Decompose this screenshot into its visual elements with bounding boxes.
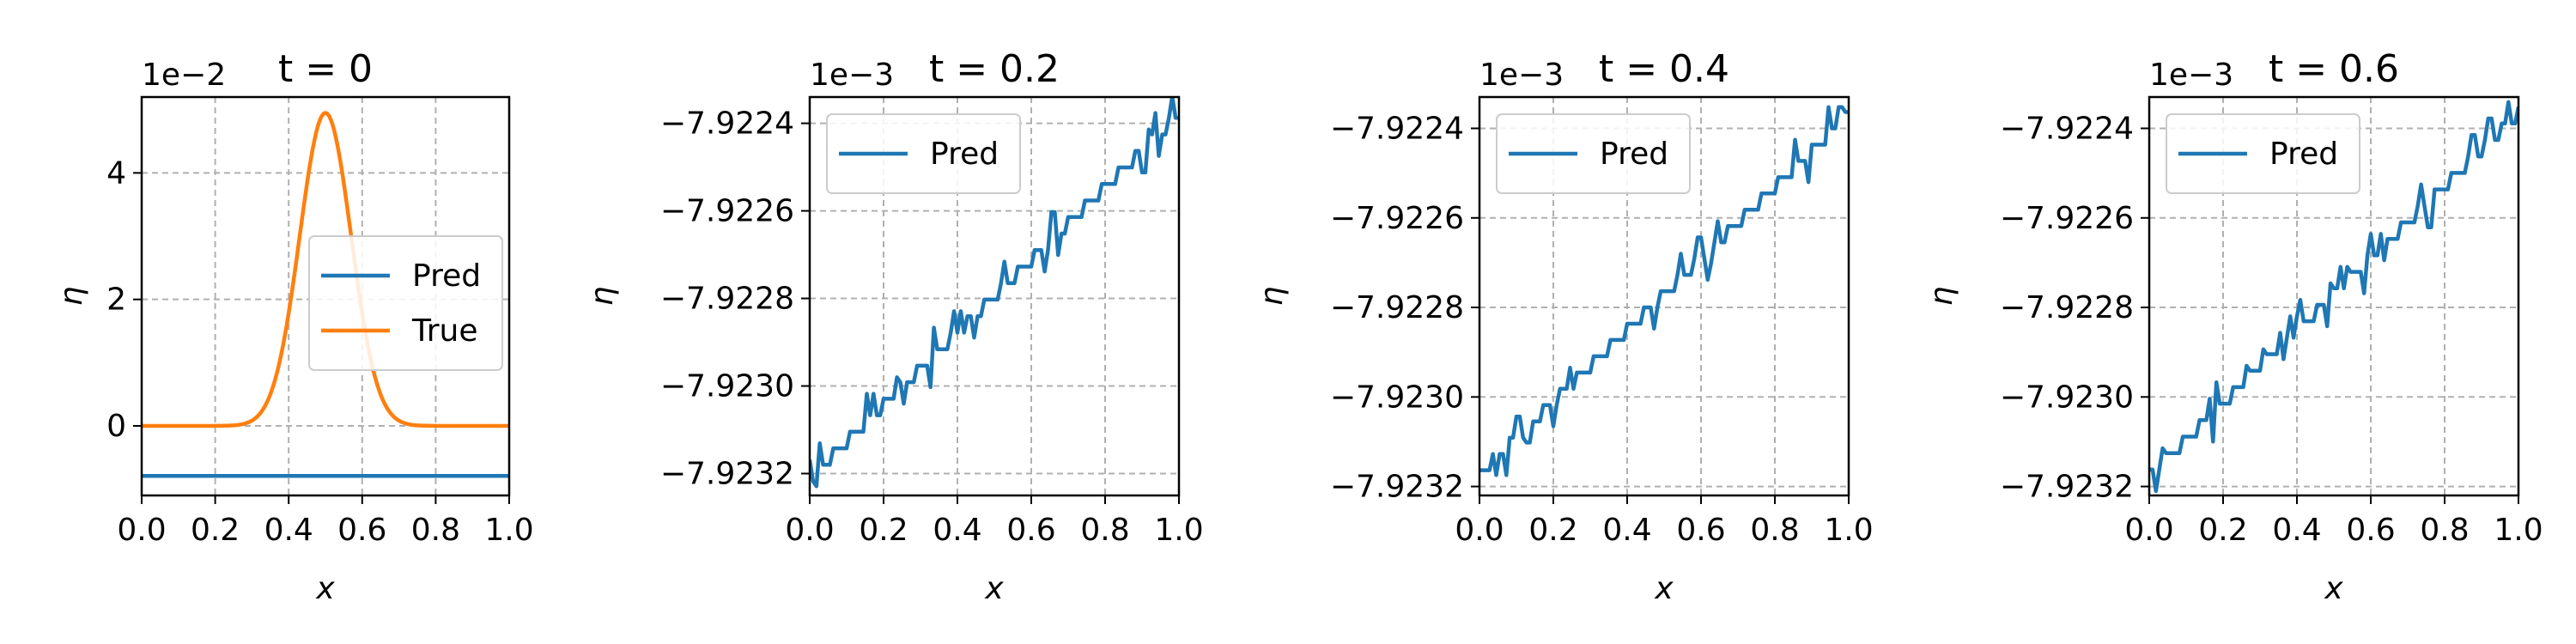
legend-box xyxy=(1496,113,1691,194)
x-axis-label: x xyxy=(1654,571,1674,606)
legend-label: Pred xyxy=(1600,137,1668,172)
x-tick-label: 0.4 xyxy=(1602,513,1651,548)
series-line-pred xyxy=(810,97,1179,489)
chart-title: t = 0.4 xyxy=(1599,47,1729,91)
y-tick-label: −7.9230 xyxy=(660,369,794,404)
y-tick-label: 4 xyxy=(106,155,126,191)
x-tick-label: 0.6 xyxy=(2346,513,2395,548)
x-tick-label: 0.2 xyxy=(859,513,908,548)
chart-title: t = 0.2 xyxy=(929,47,1060,91)
y-tick-label: 2 xyxy=(106,283,126,318)
x-tick-label: 1.0 xyxy=(484,513,533,548)
y-tick-label: −7.9232 xyxy=(1330,470,1464,505)
y-tick-label: −7.9232 xyxy=(660,457,794,492)
x-tick-label: 0.6 xyxy=(337,513,386,548)
x-tick-label: 0.4 xyxy=(933,513,981,548)
y-tick-label: −7.9224 xyxy=(2000,111,2134,146)
series-line-pred xyxy=(2149,100,2518,494)
x-axis-label: x xyxy=(984,571,1004,606)
x-tick-label: 0.2 xyxy=(191,513,240,548)
x-tick-label: 1.0 xyxy=(1824,513,1873,548)
chart-panel-3: 0.0 0.2 0.4 0.6 0.8 1.0 −7.9232 −7.9230 −7.9228 −… xyxy=(1255,47,1874,606)
x-tick-label: 0.8 xyxy=(1080,513,1129,548)
y-tick-label: −7.9230 xyxy=(2000,380,2134,415)
axis-offset-label: 1e−3 xyxy=(2149,58,2233,93)
y-tick-label: 0 xyxy=(106,409,126,444)
legend-label: Pred xyxy=(930,137,999,172)
legend-label: Pred xyxy=(2269,137,2338,172)
chart-panel-4: 0.0 0.2 0.4 0.6 0.8 1.0 −7.9232 −7.9230 −7.9228 −… xyxy=(1924,47,2543,606)
y-tick-label: −7.9224 xyxy=(1330,111,1464,146)
series-line-true xyxy=(142,111,509,428)
chart-panel-2: 0.0 0.2 0.4 0.6 0.8 1.0 −7.9232 −7.9230 −7.9228 −… xyxy=(585,47,1204,606)
chart-title: t = 0 xyxy=(278,47,373,91)
y-axis-label: η xyxy=(1255,287,1290,307)
y-axis-label: η xyxy=(54,287,89,307)
y-tick-label: −7.9228 xyxy=(2000,290,2134,325)
y-tick-label: −7.9228 xyxy=(660,282,794,317)
x-tick-label: 0.0 xyxy=(1455,513,1504,548)
plot-frame xyxy=(2148,95,2520,497)
y-tick-label: −7.9224 xyxy=(660,106,794,142)
x-tick-label: 0.0 xyxy=(2124,513,2173,548)
x-tick-label: 0.2 xyxy=(1528,513,1577,548)
y-tick-label: −7.9226 xyxy=(660,194,794,229)
x-axis-label: x xyxy=(2324,571,2343,606)
x-tick-label: 1.0 xyxy=(1154,513,1203,548)
x-tick-label: 0.4 xyxy=(264,513,313,548)
y-tick-label: −7.9230 xyxy=(1330,380,1464,415)
axis-offset-label: 1e−3 xyxy=(1479,58,1564,93)
plot-frame xyxy=(1478,95,1850,497)
x-tick-label: 0.8 xyxy=(411,513,460,548)
series-line-pred xyxy=(1479,105,1849,477)
plot-frame xyxy=(808,95,1181,497)
legend-box xyxy=(308,235,503,371)
legend-label: Pred xyxy=(412,258,481,294)
chart-title: t = 0.6 xyxy=(2269,47,2399,91)
x-tick-label: 0.8 xyxy=(2420,513,2469,548)
y-axis-label: η xyxy=(1924,287,1959,307)
legend-box xyxy=(2166,113,2360,194)
plot-frame xyxy=(140,95,511,497)
x-tick-label: 0.6 xyxy=(1676,513,1725,548)
y-tick-label: −7.9232 xyxy=(2000,470,2134,505)
axis-offset-label: 1e−2 xyxy=(142,58,226,93)
y-axis-label: η xyxy=(585,287,620,307)
x-tick-label: 0.4 xyxy=(2272,513,2321,548)
x-tick-label: 1.0 xyxy=(2494,513,2543,548)
x-tick-label: 0.6 xyxy=(1006,513,1055,548)
axis-offset-label: 1e−3 xyxy=(810,58,894,93)
y-tick-label: −7.9226 xyxy=(2000,201,2134,236)
y-tick-label: −7.9226 xyxy=(1330,201,1464,236)
legend-label: True xyxy=(411,313,477,349)
chart-panel-1: 0.0 0.2 0.4 0.6 0.8 1.0 0 2 4 x η 1e−2 t = 0 Pred True xyxy=(54,47,534,606)
x-tick-label: 0.0 xyxy=(117,513,166,548)
x-tick-label: 0.2 xyxy=(2198,513,2247,548)
x-axis-label: x xyxy=(315,571,335,606)
x-tick-label: 0.0 xyxy=(785,513,834,548)
x-tick-label: 0.8 xyxy=(1750,513,1799,548)
y-tick-label: −7.9228 xyxy=(1330,290,1464,325)
legend-box xyxy=(826,113,1021,194)
